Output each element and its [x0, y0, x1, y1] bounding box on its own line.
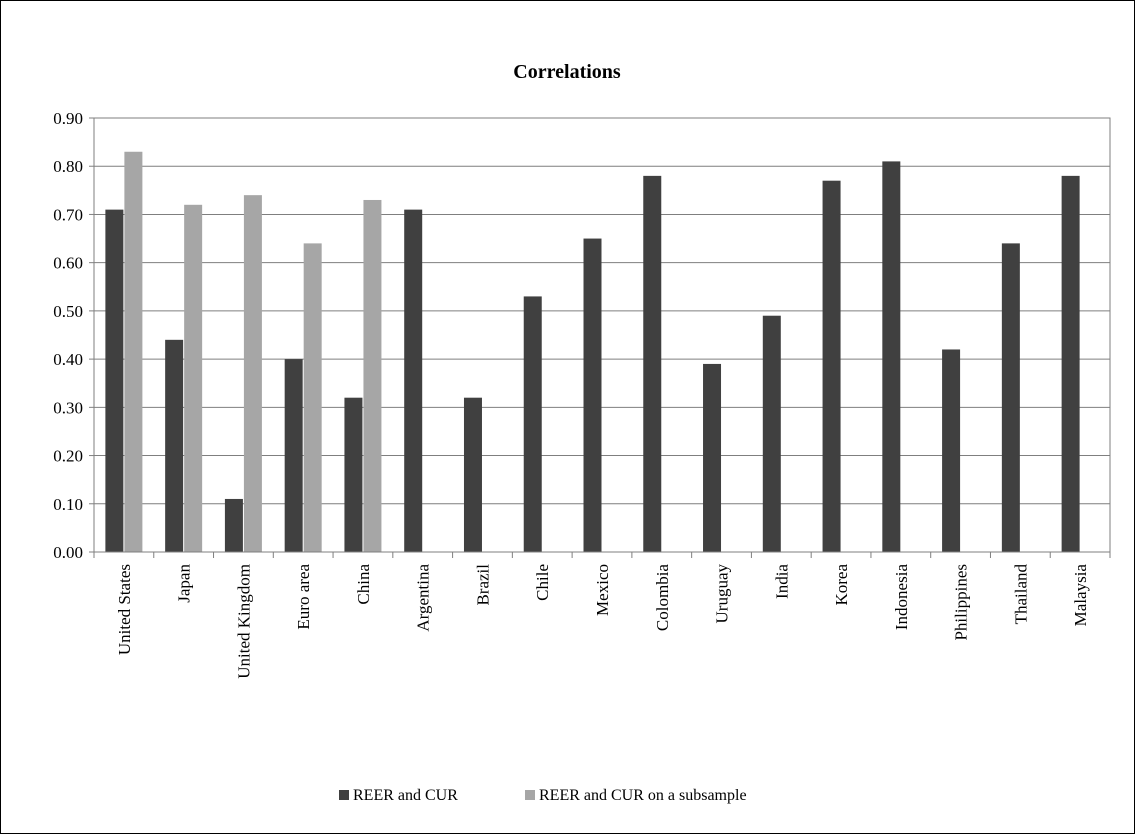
legend-swatch — [525, 790, 535, 800]
x-tick-label: Brazil — [473, 564, 492, 606]
legend: REER and CUR REER and CUR on a subsample — [339, 787, 747, 804]
y-tick-label: 0.50 — [53, 302, 83, 321]
bar-reer-cur — [942, 349, 961, 552]
x-tick-label: Chile — [533, 564, 552, 601]
x-tick-label: Philippines — [952, 564, 971, 641]
y-tick-label: 0.30 — [53, 398, 83, 417]
y-tick-label: 0.60 — [53, 254, 83, 273]
x-tick-label: United States — [115, 564, 134, 655]
y-tick-label: 0.20 — [53, 447, 83, 466]
bar-reer-cur — [284, 359, 303, 552]
bar-reer-cur — [404, 209, 423, 552]
y-tick-label: 0.00 — [53, 543, 83, 562]
bar-reer-cur — [463, 397, 482, 552]
x-tick-label: Euro area — [294, 564, 313, 630]
x-tick-label: India — [772, 564, 791, 599]
bar-reer-cur — [822, 180, 841, 552]
bar-reer-cur — [1061, 175, 1080, 552]
bar-reer-cur-subsample — [363, 199, 382, 552]
legend-label: REER and CUR on a subsample — [539, 787, 747, 804]
bar-reer-cur — [882, 161, 901, 552]
bar-reer-cur — [165, 339, 184, 552]
bar-reer-cur-subsample — [184, 204, 203, 553]
bar-reer-cur — [105, 209, 124, 552]
bar-reer-cur — [703, 363, 722, 552]
x-tick-label: Colombia — [653, 564, 672, 632]
bar-reer-cur — [224, 498, 243, 552]
bar-reer-cur — [523, 296, 542, 552]
x-axis: United States Japan United Kingdom Euro are… — [93, 552, 1111, 679]
x-tick-label: Thailand — [1011, 564, 1030, 625]
x-tick-label: Uruguay — [713, 564, 732, 624]
x-tick-label: China — [354, 564, 373, 605]
bar-reer-cur — [344, 397, 363, 552]
x-tick-label: Japan — [175, 564, 194, 603]
y-tick-label: 0.90 — [53, 109, 83, 128]
bar-reer-cur-subsample — [243, 195, 262, 552]
bar-reer-cur — [1001, 243, 1020, 552]
y-axis: 0.00 0.10 0.20 0.30 0.40 0.50 0.60 0.70 0.80 0.90 — [53, 109, 94, 562]
bar-reer-cur — [643, 175, 662, 552]
y-tick-label: 0.70 — [53, 205, 83, 224]
bar-reer-cur — [762, 315, 781, 552]
bars — [105, 151, 1080, 553]
y-tick-label: 0.40 — [53, 350, 83, 369]
x-tick-label: Indonesia — [892, 564, 911, 631]
chart-title: Correlations — [513, 61, 621, 83]
bar-reer-cur-subsample — [124, 151, 143, 552]
legend-label: REER and CUR — [353, 787, 458, 804]
y-tick-label: 0.80 — [53, 157, 83, 176]
bar-reer-cur — [583, 238, 602, 553]
x-tick-label: United Kingdom — [234, 564, 253, 679]
legend-swatch — [339, 790, 349, 800]
x-tick-label: Malaysia — [1071, 564, 1090, 627]
y-tick-label: 0.10 — [53, 495, 83, 514]
bar-reer-cur-subsample — [303, 243, 322, 552]
x-tick-label: Mexico — [593, 564, 612, 616]
x-tick-label: Korea — [832, 564, 851, 606]
x-tick-label: Argentina — [414, 564, 433, 632]
